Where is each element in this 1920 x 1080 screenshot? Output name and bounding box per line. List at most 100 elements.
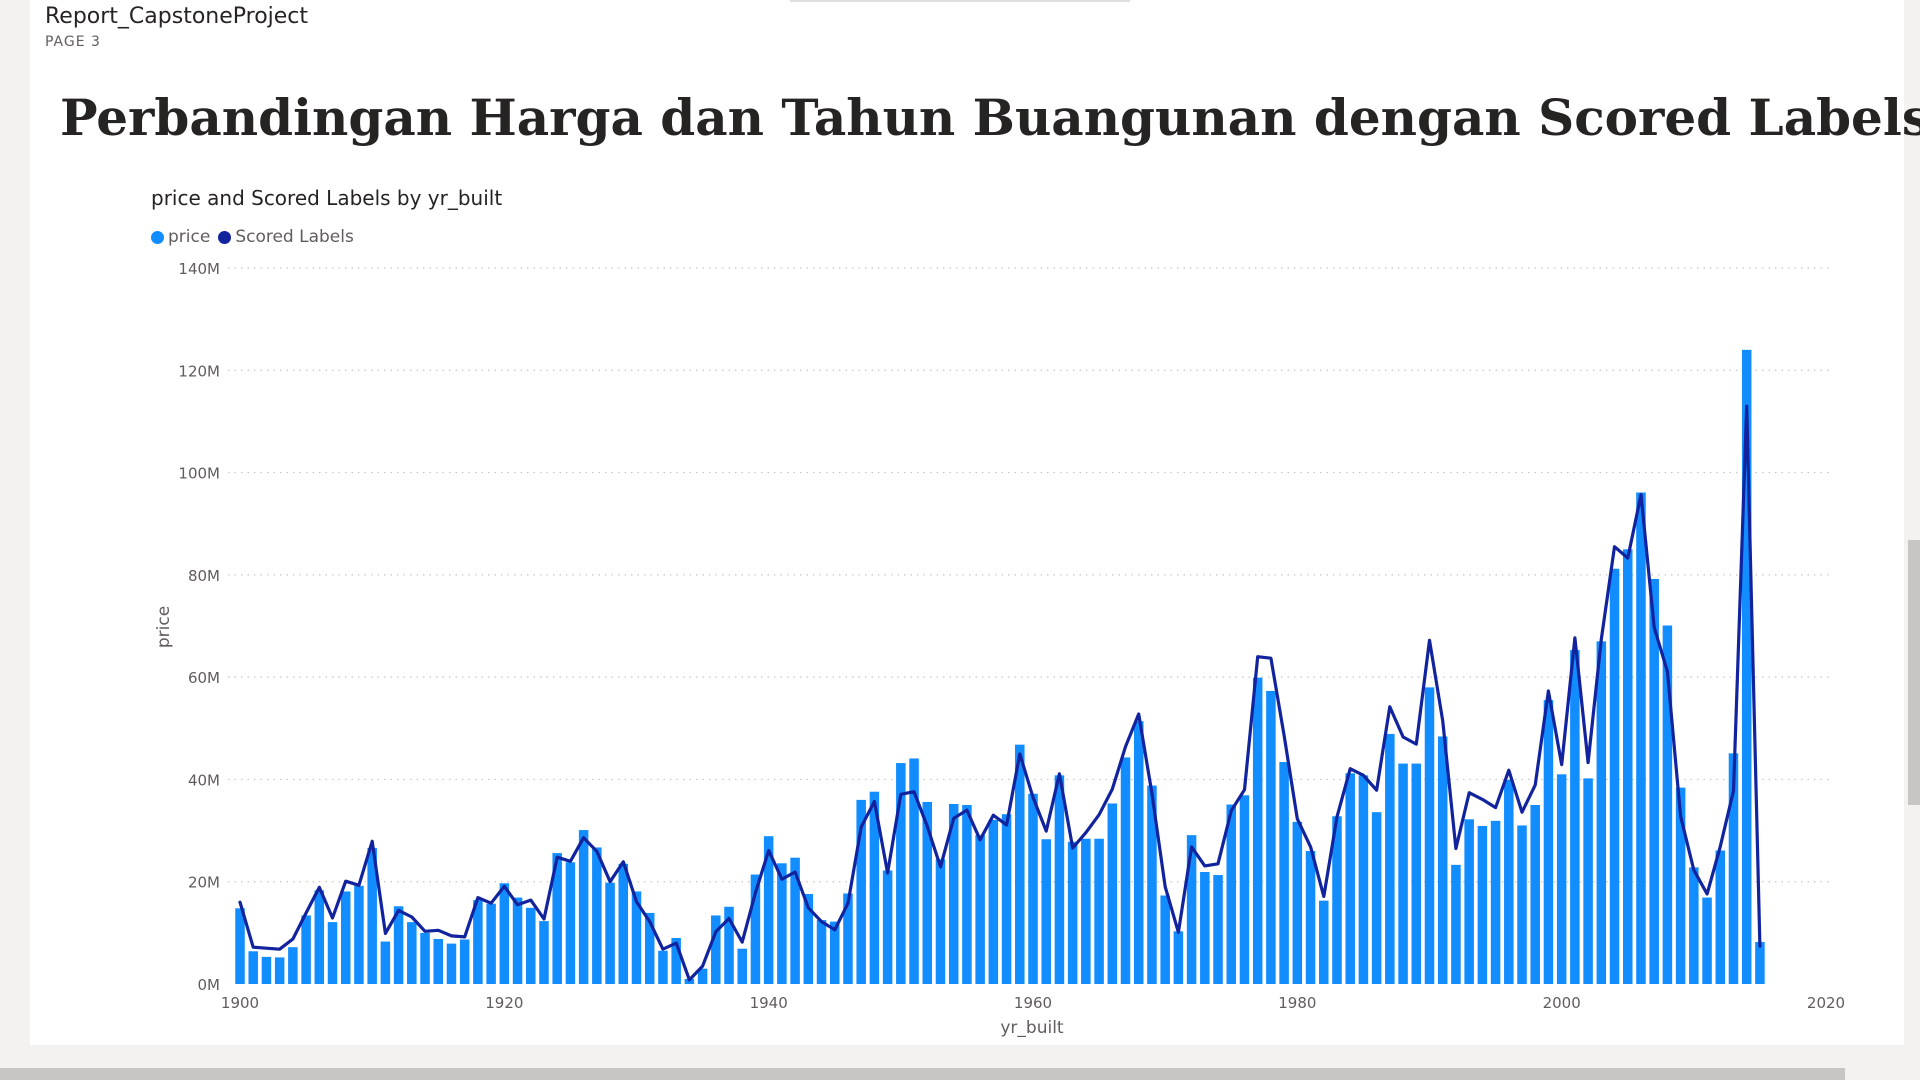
price-bar[interactable] [1728, 753, 1739, 984]
price-bar[interactable] [512, 897, 523, 984]
price-bar[interactable] [578, 830, 589, 984]
price-bar[interactable] [433, 938, 444, 984]
price-bar[interactable] [1477, 825, 1488, 984]
price-bar[interactable] [1556, 774, 1567, 984]
price-bar[interactable] [1279, 762, 1289, 984]
price-bar[interactable] [1160, 895, 1170, 984]
price-bar[interactable] [1001, 814, 1012, 984]
price-bar[interactable] [1530, 805, 1540, 984]
price-bar[interactable] [922, 801, 933, 984]
price-bar[interactable] [869, 791, 880, 984]
price-bar[interactable] [1041, 839, 1051, 984]
price-bar[interactable] [1649, 578, 1659, 984]
price-bar[interactable] [1319, 900, 1329, 984]
price-bar[interactable] [1517, 825, 1527, 984]
price-bar[interactable] [962, 805, 972, 984]
price-bar[interactable] [1702, 897, 1712, 984]
price-bar[interactable] [327, 922, 338, 984]
price-bar[interactable] [235, 908, 245, 984]
price-bar[interactable] [711, 915, 721, 984]
price-bar[interactable] [1252, 677, 1263, 984]
price-bar[interactable] [1358, 775, 1369, 984]
price-bar[interactable] [856, 799, 866, 984]
price-bar[interactable] [1464, 819, 1474, 984]
price-bar[interactable] [1490, 820, 1501, 984]
legend-item-scored-labels[interactable]: Scored Labels [218, 227, 354, 247]
price-bar[interactable] [486, 903, 496, 984]
price-bar[interactable] [314, 890, 325, 984]
price-bar[interactable] [1292, 821, 1303, 984]
price-bar[interactable] [592, 847, 602, 984]
price-bar[interactable] [763, 836, 774, 984]
price-bar[interactable] [261, 956, 272, 984]
price-bar[interactable] [1398, 763, 1408, 984]
price-bar[interactable] [1054, 775, 1065, 984]
price-bar[interactable] [1345, 773, 1355, 984]
price-bar[interactable] [777, 863, 787, 984]
price-bar[interactable] [248, 951, 258, 984]
price-bar[interactable] [750, 874, 761, 984]
price-bar[interactable] [539, 921, 549, 984]
price-bar[interactable] [446, 943, 457, 984]
price-bar[interactable] [724, 906, 734, 984]
price-bar[interactable] [644, 912, 655, 984]
price-bar[interactable] [367, 847, 377, 984]
price-bar[interactable] [1385, 733, 1395, 984]
scored-labels-series-line[interactable] [238, 404, 1762, 982]
price-bar[interactable] [948, 803, 959, 984]
price-bar[interactable] [565, 862, 576, 984]
price-bar[interactable] [631, 891, 642, 984]
price-bar[interactable] [301, 915, 311, 984]
price-bar[interactable] [816, 920, 827, 984]
price-bar[interactable] [1504, 779, 1514, 984]
price-bar[interactable] [1689, 867, 1699, 984]
price-bar[interactable] [1424, 687, 1435, 984]
price-bar[interactable] [526, 907, 536, 984]
price-bar[interactable] [380, 941, 391, 984]
price-bar[interactable] [1200, 871, 1210, 984]
price-bar[interactable] [1107, 803, 1118, 984]
price-bar[interactable] [1411, 763, 1422, 984]
price-bar[interactable] [1570, 650, 1580, 984]
price-bar[interactable] [420, 932, 430, 984]
price-bar[interactable] [882, 870, 893, 984]
vertical-scrollbar[interactable] [1908, 540, 1920, 805]
price-bar[interactable] [988, 819, 999, 984]
price-bar[interactable] [843, 893, 853, 984]
price-bar[interactable] [274, 957, 285, 984]
price-bar[interactable] [1662, 625, 1673, 984]
price-bar[interactable] [1675, 787, 1686, 984]
price-bar[interactable] [829, 921, 840, 984]
price-bar[interactable] [1543, 700, 1554, 984]
price-bar[interactable] [1755, 942, 1765, 984]
price-bar[interactable] [1596, 641, 1607, 984]
price-bar[interactable] [896, 763, 906, 984]
scored-labels-line[interactable] [238, 404, 1762, 982]
price-bar[interactable] [737, 948, 747, 984]
horizontal-scrollbar[interactable] [0, 1068, 1845, 1080]
price-bar[interactable] [354, 885, 364, 984]
price-bar[interactable] [790, 857, 800, 984]
price-bar[interactable] [459, 939, 470, 984]
price-bar[interactable] [1451, 864, 1461, 984]
price-bars[interactable] [235, 349, 1765, 984]
price-bar[interactable] [975, 835, 985, 984]
price-bar[interactable] [1120, 757, 1131, 984]
price-bar[interactable] [1371, 812, 1382, 984]
price-bar[interactable] [803, 893, 814, 984]
price-bar[interactable] [1094, 838, 1104, 984]
price-bar[interactable] [1186, 835, 1197, 984]
price-bar[interactable] [1622, 549, 1633, 984]
price-bar[interactable] [1609, 568, 1620, 984]
price-bar[interactable] [671, 937, 681, 984]
price-bar[interactable] [1741, 349, 1752, 984]
price-bar[interactable] [340, 891, 351, 984]
price-bar[interactable] [1583, 778, 1593, 984]
price-bar[interactable] [1226, 804, 1237, 984]
price-bar[interactable] [1067, 841, 1078, 984]
price-bar[interactable] [1437, 736, 1448, 984]
price-bar[interactable] [1081, 838, 1091, 984]
price-bar[interactable] [1715, 850, 1726, 984]
price-bar[interactable] [605, 882, 615, 984]
price-bar[interactable] [1028, 793, 1038, 984]
